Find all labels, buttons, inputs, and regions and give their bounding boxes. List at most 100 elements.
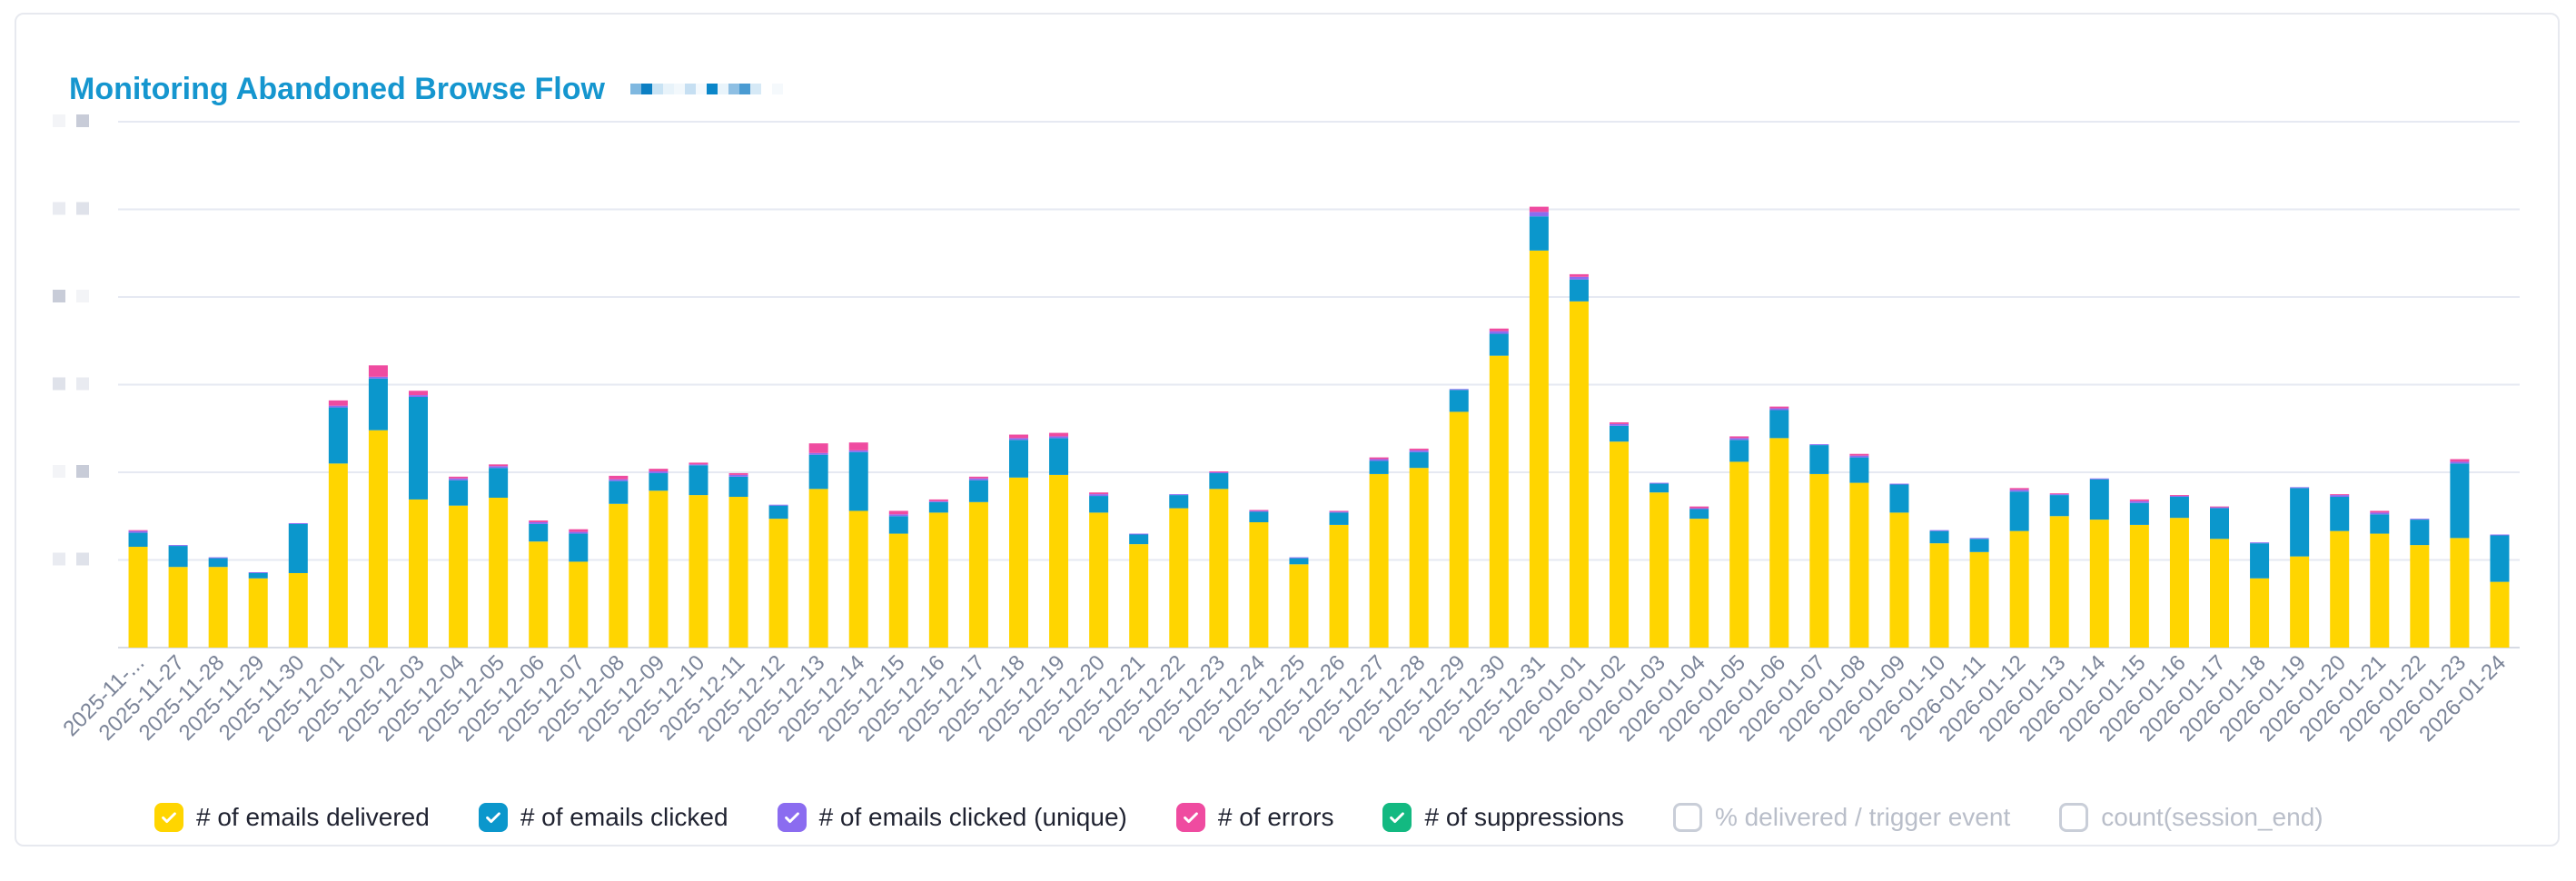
- bar-group[interactable]: [689, 462, 708, 648]
- bar-segment[interactable]: [968, 476, 988, 479]
- bar-segment[interactable]: [489, 497, 509, 648]
- bar-segment[interactable]: [2410, 519, 2430, 520]
- bar-group[interactable]: [1489, 328, 1509, 648]
- bar-segment[interactable]: [1929, 543, 1949, 648]
- bar-segment[interactable]: [2009, 490, 2029, 492]
- bar-segment[interactable]: [609, 475, 629, 480]
- bar-group[interactable]: [1369, 457, 1389, 648]
- bar-group[interactable]: [1409, 448, 1429, 648]
- bar-segment[interactable]: [2330, 494, 2350, 496]
- bar-segment[interactable]: [1209, 489, 1229, 648]
- bar-segment[interactable]: [1089, 496, 1109, 513]
- bar-segment[interactable]: [449, 476, 469, 479]
- bar-group[interactable]: [1929, 530, 1949, 648]
- bar-group[interactable]: [728, 472, 748, 648]
- bar-segment[interactable]: [1089, 512, 1109, 648]
- bar-group[interactable]: [1689, 506, 1709, 648]
- bar-segment[interactable]: [1769, 438, 1789, 648]
- bar-segment[interactable]: [208, 557, 228, 559]
- bar-segment[interactable]: [2049, 493, 2069, 495]
- bar-segment[interactable]: [649, 471, 669, 473]
- bar-segment[interactable]: [768, 504, 788, 506]
- bar-segment[interactable]: [208, 558, 228, 568]
- bar-segment[interactable]: [1969, 539, 1989, 552]
- bar-segment[interactable]: [1249, 522, 1269, 648]
- bar-segment[interactable]: [848, 451, 868, 511]
- bar-segment[interactable]: [248, 572, 268, 579]
- bar-segment[interactable]: [2330, 497, 2350, 531]
- bar-segment[interactable]: [968, 501, 988, 648]
- bar-segment[interactable]: [928, 512, 948, 648]
- bar-segment[interactable]: [1329, 510, 1349, 512]
- bar-segment[interactable]: [449, 478, 469, 480]
- bar-segment[interactable]: [409, 395, 428, 398]
- bar-segment[interactable]: [1409, 448, 1429, 450]
- bar-segment[interactable]: [368, 365, 388, 377]
- bar-group[interactable]: [649, 469, 669, 648]
- bar-segment[interactable]: [1889, 512, 1909, 648]
- bar-segment[interactable]: [1089, 492, 1109, 495]
- bar-group[interactable]: [1209, 471, 1229, 648]
- bar-group[interactable]: [1129, 533, 1149, 648]
- bar-segment[interactable]: [1169, 508, 1189, 648]
- bar-segment[interactable]: [1689, 509, 1709, 520]
- bar-segment[interactable]: [928, 500, 948, 502]
- bar-segment[interactable]: [848, 510, 868, 648]
- bar-segment[interactable]: [2210, 539, 2229, 648]
- bar-segment[interactable]: [1929, 530, 1949, 544]
- bar-segment[interactable]: [728, 497, 748, 648]
- bar-segment[interactable]: [1729, 436, 1749, 439]
- legend-item[interactable]: # of emails delivered: [154, 803, 430, 832]
- bar-segment[interactable]: [2290, 487, 2310, 489]
- bar-segment[interactable]: [1489, 331, 1509, 334]
- bar-segment[interactable]: [1209, 472, 1229, 490]
- bar-segment[interactable]: [1489, 333, 1509, 356]
- bar-segment[interactable]: [128, 530, 148, 531]
- bar-group[interactable]: [2450, 459, 2470, 648]
- bar-segment[interactable]: [728, 476, 748, 498]
- bar-segment[interactable]: [1209, 472, 1229, 473]
- bar-segment[interactable]: [649, 490, 669, 648]
- bar-segment[interactable]: [1849, 457, 1869, 483]
- bar-segment[interactable]: [848, 442, 868, 450]
- bar-segment[interactable]: [2009, 488, 2029, 490]
- bar-segment[interactable]: [1610, 441, 1629, 648]
- bar-segment[interactable]: [689, 464, 708, 466]
- bar-segment[interactable]: [529, 522, 549, 524]
- bar-group[interactable]: [1529, 206, 1549, 648]
- bar-segment[interactable]: [2450, 459, 2470, 462]
- bar-group[interactable]: [1329, 510, 1349, 648]
- bar-segment[interactable]: [808, 489, 828, 648]
- bar-segment[interactable]: [1049, 432, 1069, 437]
- bar-group[interactable]: [1169, 494, 1189, 648]
- bar-segment[interactable]: [1689, 508, 1709, 510]
- bar-segment[interactable]: [888, 516, 908, 534]
- bar-segment[interactable]: [1729, 440, 1749, 462]
- bar-segment[interactable]: [2089, 478, 2109, 480]
- bar-group[interactable]: [2009, 488, 2029, 648]
- bar-segment[interactable]: [1849, 455, 1869, 458]
- bar-segment[interactable]: [1529, 206, 1549, 213]
- bar-segment[interactable]: [689, 465, 708, 496]
- bar-segment[interactable]: [2290, 556, 2310, 648]
- bar-group[interactable]: [928, 499, 948, 648]
- legend-item[interactable]: # of errors: [1175, 803, 1333, 832]
- bar-segment[interactable]: [288, 523, 308, 573]
- legend-item[interactable]: % delivered / trigger event: [1672, 803, 2010, 832]
- bar-group[interactable]: [808, 443, 828, 648]
- bar-group[interactable]: [2129, 499, 2149, 648]
- bar-segment[interactable]: [2490, 535, 2510, 582]
- bar-segment[interactable]: [1409, 451, 1429, 469]
- bar-segment[interactable]: [449, 505, 469, 648]
- bar-group[interactable]: [1089, 492, 1109, 648]
- legend-checkbox[interactable]: [478, 803, 508, 832]
- bar-segment[interactable]: [1929, 530, 1949, 531]
- bar-segment[interactable]: [808, 443, 828, 453]
- bar-segment[interactable]: [128, 547, 148, 648]
- bar-group[interactable]: [1849, 453, 1869, 648]
- bar-segment[interactable]: [529, 541, 549, 648]
- bar-group[interactable]: [1610, 421, 1629, 648]
- bar-segment[interactable]: [2049, 494, 2069, 496]
- bar-segment[interactable]: [1449, 411, 1469, 648]
- bar-segment[interactable]: [2129, 502, 2149, 525]
